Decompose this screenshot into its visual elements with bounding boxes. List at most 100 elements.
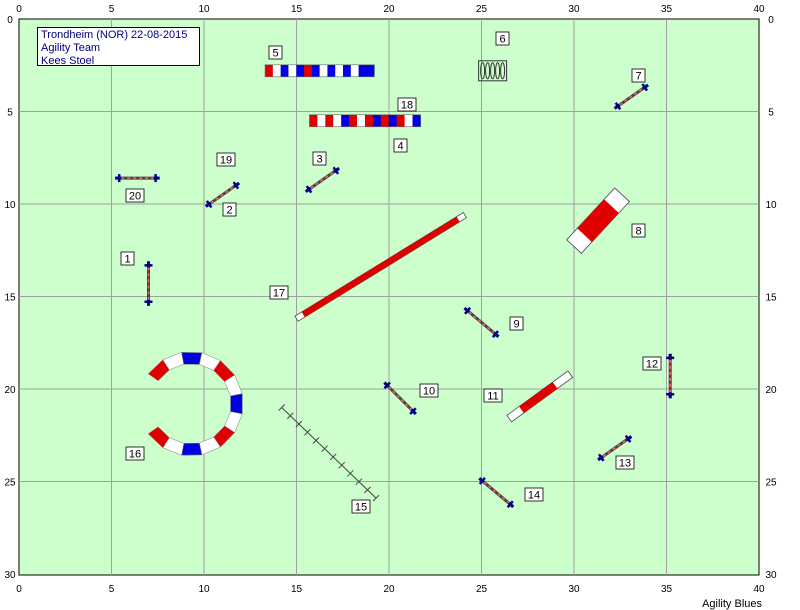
obstacle-number-12: 12	[642, 356, 662, 371]
x-tick-label-top: 10	[198, 4, 210, 15]
obstacles	[115, 60, 675, 509]
number-box	[312, 151, 327, 166]
number-text: 20	[129, 191, 141, 203]
weave-poles	[278, 404, 380, 502]
number-text: 8	[635, 226, 641, 238]
x-tick-label-bottom: 15	[291, 584, 303, 595]
number-text: 4	[397, 141, 403, 153]
x-tick-label-top: 15	[291, 4, 303, 15]
y-tick-label-right: 10	[765, 200, 777, 211]
obstacle-number-16: 16	[125, 446, 145, 461]
number-text: 12	[646, 359, 658, 371]
tunnel-segment	[280, 64, 289, 77]
jump-end	[383, 381, 390, 388]
info-class: Agility Team	[41, 42, 101, 54]
number-text: 13	[619, 458, 631, 470]
tire-ring	[500, 62, 506, 80]
jump-end	[333, 167, 340, 173]
tunnel-segment	[147, 426, 170, 449]
x-tick-label-bottom: 0	[16, 584, 22, 595]
number-box	[483, 388, 503, 403]
jump-end	[613, 103, 621, 110]
jump-end	[410, 408, 417, 416]
tunnel-segment	[181, 352, 203, 365]
jump-bar	[478, 477, 514, 508]
number-box	[351, 499, 371, 514]
weave-base	[281, 407, 377, 499]
tunnel-segment	[181, 442, 203, 456]
number-box	[495, 31, 510, 46]
number-box	[631, 223, 646, 238]
jump-end	[463, 306, 471, 314]
y-tick-label-right: 30	[765, 570, 777, 581]
jump-bar	[205, 182, 240, 208]
tunnel-segment	[357, 114, 366, 127]
tunnel-segment	[296, 64, 305, 77]
jump	[383, 381, 417, 416]
tunnel-segment	[364, 114, 374, 127]
number-text: 17	[273, 288, 285, 300]
tunnel-segment	[335, 64, 344, 77]
x-tick-label-top: 5	[109, 4, 115, 15]
tunnel	[309, 114, 421, 128]
tunnel-segment	[327, 64, 336, 77]
number-box	[524, 487, 544, 502]
jump-end	[492, 331, 500, 338]
jump-end	[233, 181, 241, 188]
number-text: 14	[528, 490, 540, 502]
jump	[666, 353, 675, 399]
number-text: 19	[220, 155, 232, 167]
number-box	[509, 316, 524, 331]
number-box	[393, 138, 408, 153]
x-tick-label-top: 40	[753, 4, 765, 15]
x-tick-label-bottom: 20	[383, 584, 395, 595]
x-tick-label-top: 35	[661, 4, 673, 15]
x-tick-label-bottom: 5	[109, 584, 115, 595]
tire-ring	[480, 62, 486, 80]
plank-body	[294, 211, 467, 322]
jump-bar	[305, 167, 340, 193]
obstacle-number-10: 10	[419, 383, 439, 398]
tunnel-segment	[396, 114, 406, 127]
weave-pole	[346, 470, 354, 477]
tire-ring	[490, 62, 496, 80]
jump	[613, 83, 649, 111]
tunnel-segment	[349, 114, 358, 127]
jump-end	[478, 477, 485, 484]
obstacle-number-5: 5	[268, 45, 283, 60]
tunnel-segment	[230, 393, 243, 415]
jump-bar	[614, 84, 649, 110]
tunnel-segment	[404, 114, 414, 127]
y-tick-label-left: 10	[4, 200, 16, 211]
weave-pole	[364, 486, 371, 494]
number-box	[631, 68, 646, 83]
jump	[463, 306, 500, 338]
jump	[204, 181, 241, 209]
tunnel-segment	[311, 64, 321, 77]
weave-pole	[304, 428, 311, 436]
weave-pole	[295, 420, 303, 428]
jump	[597, 434, 633, 462]
number-box	[120, 251, 135, 266]
number-box	[419, 383, 439, 398]
jump-bar	[597, 435, 632, 461]
jump-end	[507, 501, 515, 509]
obstacle-number-19: 19	[216, 152, 236, 167]
y-tick-label-right: 20	[765, 385, 777, 396]
number-text: 2	[226, 205, 232, 217]
number-text: 1	[124, 254, 130, 266]
obstacle-number-14: 14	[524, 487, 544, 502]
number-box	[642, 356, 662, 371]
obstacle-number-1: 1	[120, 251, 135, 266]
obstacle-number-2: 2	[222, 202, 237, 217]
x-tick-label-top: 30	[568, 4, 580, 15]
jump-bar	[383, 381, 417, 415]
obstacle-number-15: 15	[351, 499, 371, 514]
tunnel-segment	[366, 64, 375, 77]
plank	[566, 187, 630, 254]
obstacle-number-17: 17	[269, 285, 289, 300]
tunnel-segment	[317, 114, 326, 127]
number-text: 15	[355, 502, 367, 514]
tunnel-segment	[341, 114, 350, 127]
